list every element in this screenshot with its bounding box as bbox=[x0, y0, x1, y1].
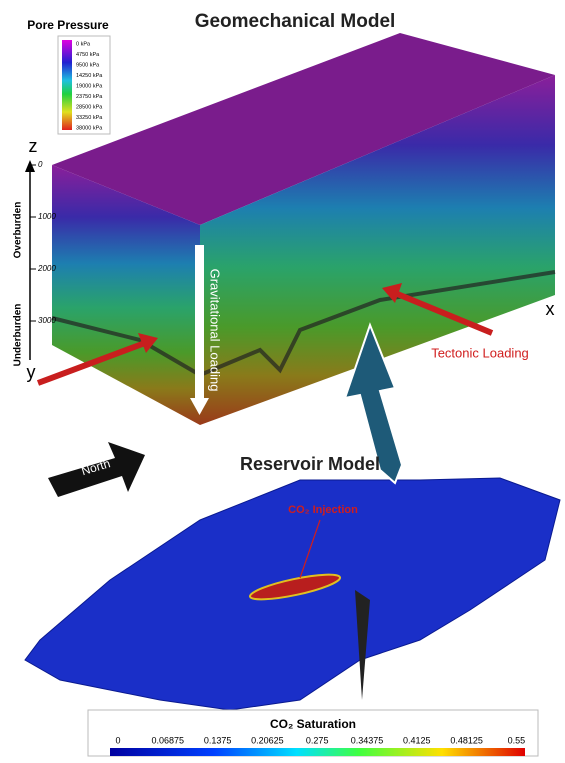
depth-label: 3000 bbox=[38, 316, 56, 325]
depth-label: 2000 bbox=[37, 264, 56, 273]
legend-label: 9500 kPa bbox=[76, 62, 100, 68]
injection-label: CO₂ Injection bbox=[288, 504, 358, 516]
reservoir-title: Reservoir Model bbox=[240, 454, 380, 474]
gravitational-label: Gravitational Loading bbox=[208, 269, 223, 392]
z-label: z bbox=[29, 136, 38, 156]
colorbar-tick-label: 0.06875 bbox=[152, 735, 185, 745]
tectonic-label: Tectonic Loading bbox=[431, 345, 529, 360]
legend-label: 19000 kPa bbox=[76, 83, 103, 89]
overburden-label: Overburden bbox=[13, 202, 24, 259]
colorbar-tick-label: 0.4125 bbox=[403, 735, 431, 745]
legend-label: 14250 kPa bbox=[76, 73, 103, 79]
colorbar-tick-label: 0.1375 bbox=[204, 735, 232, 745]
y-label: y bbox=[27, 362, 36, 382]
legend-label: 33250 kPa bbox=[76, 115, 103, 121]
legend-label: 28500 kPa bbox=[76, 104, 103, 110]
colorbar-title: CO₂ Saturation bbox=[270, 717, 356, 731]
depth-label: 0 bbox=[38, 160, 43, 169]
figure: Pore Pressure 0 kPa 4750 kPa 9500 kPa 14250… bbox=[0, 0, 565, 758]
title: Geomechanical Model bbox=[195, 11, 396, 32]
legend-label: 23750 kPa bbox=[76, 94, 103, 100]
legend-label: 0 kPa bbox=[76, 41, 91, 47]
colorbar-tick-label: 0.34375 bbox=[351, 735, 384, 745]
colorbar-tick-label: 0.20625 bbox=[251, 735, 284, 745]
arrow-head bbox=[25, 160, 35, 172]
colorbar bbox=[110, 748, 525, 756]
legend-label: 38000 kPa bbox=[76, 125, 103, 131]
legend-title: Pore Pressure bbox=[27, 18, 109, 32]
x-label: x bbox=[546, 299, 555, 319]
gravity-arrow bbox=[195, 245, 204, 400]
legend-label: 4750 kPa bbox=[76, 52, 100, 58]
colorbar-tick-label: 0.275 bbox=[306, 735, 329, 745]
colorbar-tick-label: 0.55 bbox=[508, 735, 526, 745]
legend-colorbar bbox=[62, 40, 72, 130]
underburden-label: Underburden bbox=[13, 304, 24, 367]
colorbar-tick-label: 0.48125 bbox=[450, 735, 483, 745]
depth-label: 1000 bbox=[38, 212, 56, 221]
colorbar-tick-label: 0 bbox=[115, 735, 120, 745]
